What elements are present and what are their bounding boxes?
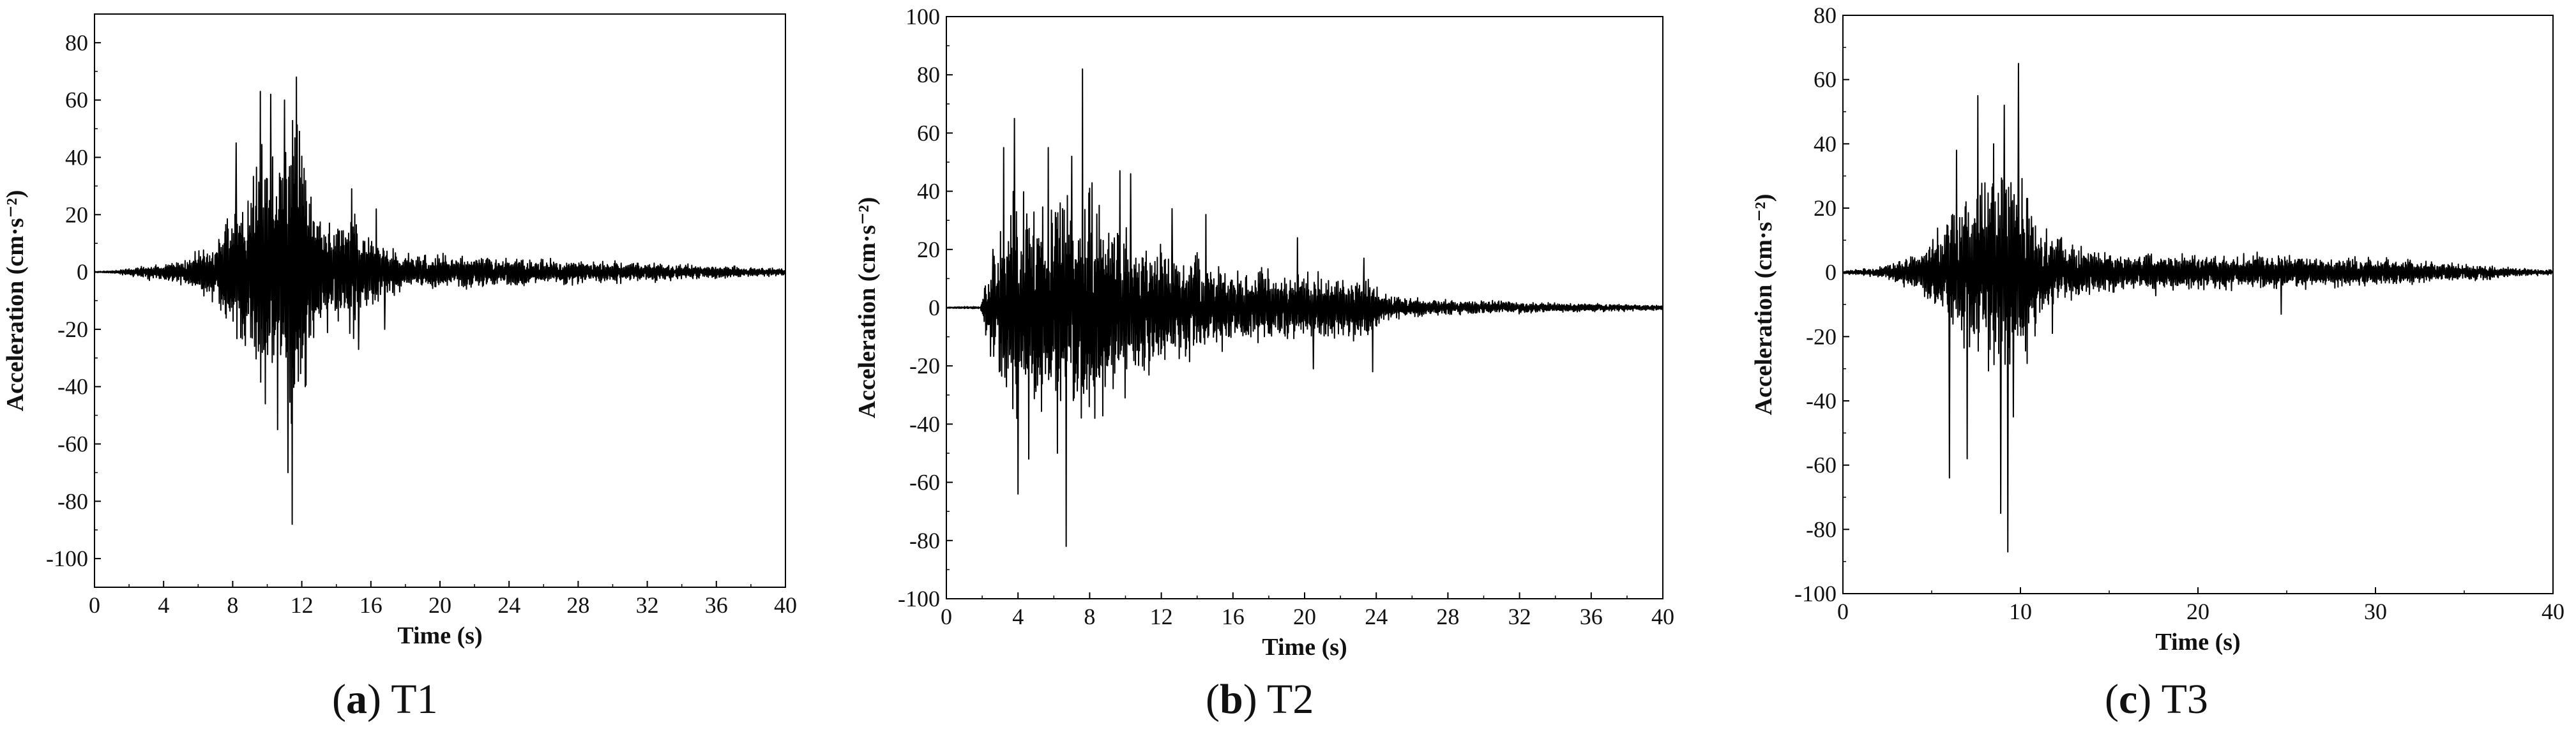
x-tick-label-a-8: 32	[636, 592, 659, 618]
y-tick-label-c-2: -60	[1806, 453, 1837, 478]
x-tick-label-a-10: 40	[774, 592, 797, 618]
y-tick-label-b-0: -100	[898, 586, 940, 612]
y-tick-label-a-6: 20	[65, 202, 88, 227]
x-tick-label-b-8: 32	[1508, 604, 1531, 629]
y-tick-label-a-8: 60	[65, 87, 88, 113]
y-tick-label-c-9: 80	[1814, 3, 1837, 28]
y-tick-label-b-9: 80	[917, 62, 940, 87]
y-tick-label-b-5: 0	[928, 295, 940, 320]
x-tick-label-b-6: 24	[1365, 604, 1388, 629]
y-tick-label-b-6: 20	[917, 237, 940, 262]
caption-a: (a) T1	[332, 676, 438, 723]
y-tick-label-a-0: -100	[46, 546, 88, 571]
caption-name-a: T1	[391, 676, 438, 723]
caption-letter-b: b	[1219, 676, 1243, 723]
y-tick-label-c-1: -80	[1806, 516, 1837, 542]
y-tick-label-a-2: -60	[57, 432, 88, 457]
acceleration-series-a	[94, 76, 786, 525]
caption-c: (c) T3	[2105, 676, 2208, 723]
y-tick-label-b-4: -20	[909, 353, 940, 379]
x-axis-title-a: Time (s)	[397, 622, 482, 649]
x-tick-label-b-1: 4	[1012, 604, 1024, 629]
x-tick-label-a-5: 20	[428, 592, 451, 618]
chart-panel-b: 0 4 8 12 16 20 24 28 32 36 40 -100 -80 -60 -40 -20 0 20 40…	[854, 0, 1711, 743]
x-tick-label-b-10: 40	[1651, 604, 1674, 629]
x-tick-label-a-0: 0	[89, 592, 100, 618]
x-tick-label-a-4: 16	[360, 592, 383, 618]
acceleration-series-b	[946, 68, 1663, 547]
y-tick-label-b-1: -80	[909, 528, 940, 553]
x-tick-label-c-4: 40	[2542, 599, 2565, 624]
x-axis-title-b: Time (s)	[1262, 634, 1347, 661]
y-tick-label-b-8: 60	[917, 120, 940, 146]
y-tick-label-a-9: 80	[65, 30, 88, 56]
x-tick-label-b-4: 16	[1222, 604, 1245, 629]
y-tick-label-b-7: 40	[917, 179, 940, 204]
chart-svg-a: 0 4 8 12 16 20 24 28 32 36 40 -100 -80 -60 -40 -20 0 20 40…	[2, 13, 797, 649]
caption-b: (b) T2	[1206, 676, 1314, 723]
x-tick-label-a-3: 12	[291, 592, 314, 618]
x-tick-label-b-9: 36	[1580, 604, 1603, 629]
y-tick-label-a-7: 40	[65, 145, 88, 170]
x-tick-label-b-3: 12	[1150, 604, 1173, 629]
x-tick-label-b-0: 0	[941, 604, 952, 629]
x-tick-label-c-2: 20	[2186, 599, 2209, 624]
y-tick-label-b-10: 100	[905, 4, 940, 29]
x-tick-label-a-1: 4	[158, 592, 169, 618]
acceleration-series-c	[1842, 63, 2554, 553]
y-axis-title-c: Acceleration (cm·s⁻²)	[1750, 194, 1777, 416]
y-tick-label-a-1: -80	[57, 488, 88, 514]
y-tick-label-c-4: -20	[1806, 324, 1837, 349]
x-tick-label-a-2: 8	[227, 592, 238, 618]
x-tick-label-c-0: 0	[1837, 599, 1849, 624]
caption-name-b: T2	[1267, 676, 1314, 723]
y-axis-title-b: Acceleration (cm·s⁻²)	[854, 197, 881, 419]
y-tick-label-b-2: -60	[909, 470, 940, 495]
x-tick-label-b-7: 28	[1436, 604, 1459, 629]
chart-panel-a: 0 4 8 12 16 20 24 28 32 36 40 -100 -80 -60 -40 -20 0 20 40…	[0, 0, 856, 743]
caption-letter-a: a	[345, 676, 367, 723]
y-tick-label-c-8: 60	[1814, 67, 1837, 93]
x-tick-label-a-6: 24	[497, 592, 520, 618]
y-tick-label-a-3: -40	[57, 374, 88, 400]
chart-panel-c: 0 10 20 30 40 -100 -80 -60 -40 -20 0 20 40 60 80 Time (…	[1711, 0, 2576, 743]
y-tick-label-a-5: 0	[77, 259, 88, 285]
chart-svg-b: 0 4 8 12 16 20 24 28 32 36 40 -100 -80 -60 -40 -20 0 20 40…	[854, 4, 1674, 661]
y-tick-label-a-4: -20	[57, 317, 88, 342]
x-tick-label-c-1: 10	[2009, 599, 2032, 624]
caption-letter-c: c	[2118, 676, 2138, 723]
x-tick-label-a-9: 36	[705, 592, 728, 618]
caption-name-c: T3	[2161, 676, 2208, 723]
y-tick-label-c-0: -100	[1794, 581, 1837, 606]
y-tick-label-c-3: -40	[1806, 388, 1837, 414]
y-tick-label-c-5: 0	[1825, 260, 1837, 285]
x-tick-label-a-7: 28	[566, 592, 589, 618]
x-tick-label-b-5: 20	[1293, 604, 1316, 629]
x-tick-label-c-3: 30	[2364, 599, 2387, 624]
y-axis-title-a: Acceleration (cm·s⁻²)	[2, 190, 29, 412]
y-tick-label-b-3: -40	[909, 411, 940, 437]
chart-svg-c: 0 10 20 30 40 -100 -80 -60 -40 -20 0 20 40 60 80 Time (…	[1750, 3, 2565, 656]
y-tick-label-c-7: 40	[1814, 131, 1837, 156]
x-axis-title-c: Time (s)	[2155, 629, 2240, 656]
y-tick-label-c-6: 20	[1814, 195, 1837, 221]
x-tick-label-b-2: 8	[1084, 604, 1095, 629]
plot-frame-a	[94, 13, 786, 588]
